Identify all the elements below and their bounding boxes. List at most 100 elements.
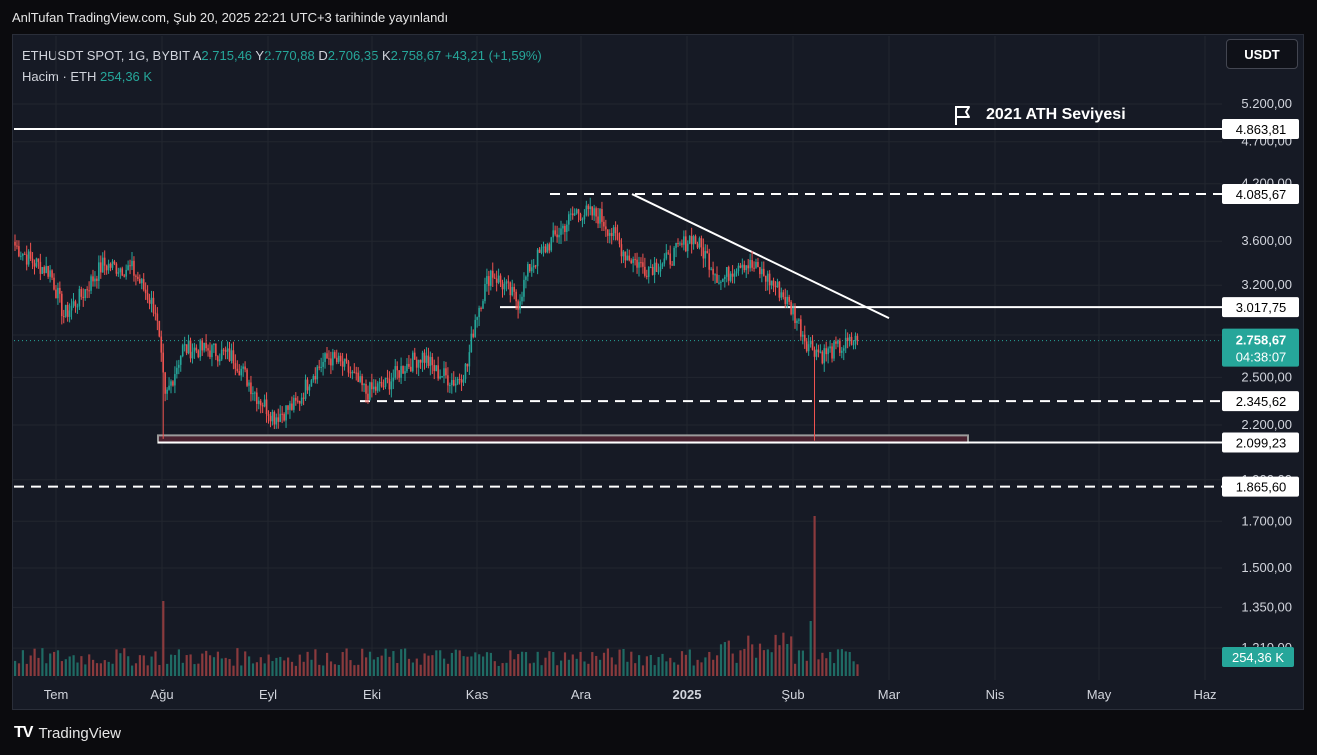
- candle-body: [856, 335, 859, 341]
- candle-body: [49, 270, 51, 277]
- candle-body: [525, 276, 527, 280]
- candle-body: [568, 214, 570, 225]
- volume-bar: [649, 654, 652, 676]
- candle-body: [88, 290, 90, 292]
- candle-body: [248, 382, 250, 386]
- volume-bar: [719, 644, 723, 676]
- volume-bar: [622, 648, 625, 676]
- volume-bar: [599, 659, 602, 676]
- candle-body: [690, 235, 693, 245]
- volume-bar: [142, 655, 145, 676]
- level-tag-label: 1.865,60: [1236, 480, 1287, 495]
- candle-body: [712, 268, 714, 275]
- volume-bar: [485, 652, 489, 676]
- volume-bar: [177, 649, 180, 676]
- candle-body: [168, 385, 170, 390]
- time-tick: Şub: [781, 687, 804, 702]
- level-tag-label: 3.017,75: [1236, 300, 1287, 315]
- candle-body: [788, 296, 790, 302]
- candle-body: [22, 253, 24, 256]
- volume-bar: [290, 661, 294, 676]
- volume-bar: [400, 649, 403, 676]
- candle-body: [599, 209, 601, 224]
- volume-bar: [158, 664, 161, 676]
- candle-body: [148, 299, 151, 304]
- candle-body: [187, 340, 190, 354]
- candle-body: [392, 377, 395, 382]
- candle-body: [583, 215, 586, 220]
- volume-bar: [727, 640, 730, 676]
- candle-body: [638, 262, 640, 268]
- candle-body: [587, 205, 590, 210]
- volume-bar: [415, 658, 418, 676]
- candle-body: [449, 385, 451, 387]
- volume-bar: [341, 652, 344, 676]
- volume-bar: [173, 655, 177, 676]
- candle-body: [80, 289, 83, 297]
- volume-bar: [462, 656, 465, 676]
- candle-body: [203, 342, 205, 351]
- candle-body: [300, 397, 303, 404]
- candle-body: [220, 349, 223, 360]
- candle-body: [653, 262, 656, 275]
- candle-body: [591, 206, 593, 216]
- time-axis: Tem Ağu Eyl Eki Kas Ara 2025 Şub Mar Nis May Haz: [44, 687, 1217, 702]
- volume-bar: [212, 657, 216, 676]
- candle-body: [298, 401, 301, 404]
- candle-body: [566, 224, 568, 232]
- candle-body: [517, 301, 519, 310]
- candle-body: [550, 237, 553, 251]
- candle-body: [646, 275, 648, 277]
- volume-bar: [439, 650, 442, 676]
- price-axis: 5.200,004.700,004.200,003.600,003.200,00…: [1241, 96, 1292, 655]
- tradingview-brand[interactable]: TV TradingView: [14, 724, 121, 742]
- volume-bar: [427, 655, 430, 676]
- candle-body: [614, 227, 617, 234]
- candle-body: [218, 359, 221, 362]
- ath-annotation[interactable]: 2021 ATH Seviyesi: [952, 103, 1126, 127]
- volume-bar: [244, 651, 247, 676]
- volume-bar: [318, 664, 321, 676]
- candle-body: [72, 301, 75, 306]
- candle-body: [47, 266, 49, 277]
- candle-body: [800, 319, 802, 337]
- candle-body: [511, 286, 514, 296]
- candle-body: [491, 270, 494, 278]
- volume-label[interactable]: Hacim · ETH: [22, 69, 97, 84]
- last-price-tag: [1222, 328, 1299, 367]
- volume-bar: [833, 663, 836, 676]
- currency-button[interactable]: USDT: [1226, 39, 1298, 69]
- candle-body: [178, 364, 180, 368]
- chart-frame[interactable]: [12, 34, 1304, 710]
- volume-bar: [41, 648, 44, 676]
- volume-bar: [641, 665, 645, 676]
- candle-body: [476, 317, 478, 320]
- candle-body: [14, 241, 16, 246]
- candle-body: [27, 251, 30, 265]
- candle-body: [211, 345, 213, 358]
- volume-bar: [673, 662, 676, 676]
- candle-body: [667, 252, 670, 254]
- volume-bar: [189, 654, 192, 676]
- candle-body: [308, 386, 311, 391]
- volume-bar: [431, 655, 434, 676]
- candle-body: [610, 233, 613, 236]
- candle-body: [183, 344, 186, 346]
- candle-body: [230, 350, 233, 361]
- volume-bar: [279, 656, 282, 676]
- volume-bar: [349, 660, 352, 676]
- candle-body: [20, 255, 22, 257]
- publication-caption: AnlTufan TradingView.com, Şub 20, 2025 2…: [12, 10, 449, 25]
- support-zone: [157, 434, 969, 444]
- candle-body: [607, 229, 609, 236]
- time-tick: Ağu: [150, 687, 173, 702]
- volume-bar: [357, 664, 360, 676]
- candle-body: [460, 379, 463, 383]
- candle-body: [778, 281, 781, 298]
- volume-bar: [688, 649, 691, 676]
- symbol-name[interactable]: ETHUSDT SPOT, 1G, BYBIT: [22, 48, 190, 63]
- candle-body: [739, 265, 742, 268]
- level-tag-label: 2.099,23: [1236, 436, 1287, 451]
- volume-bar: [657, 657, 660, 676]
